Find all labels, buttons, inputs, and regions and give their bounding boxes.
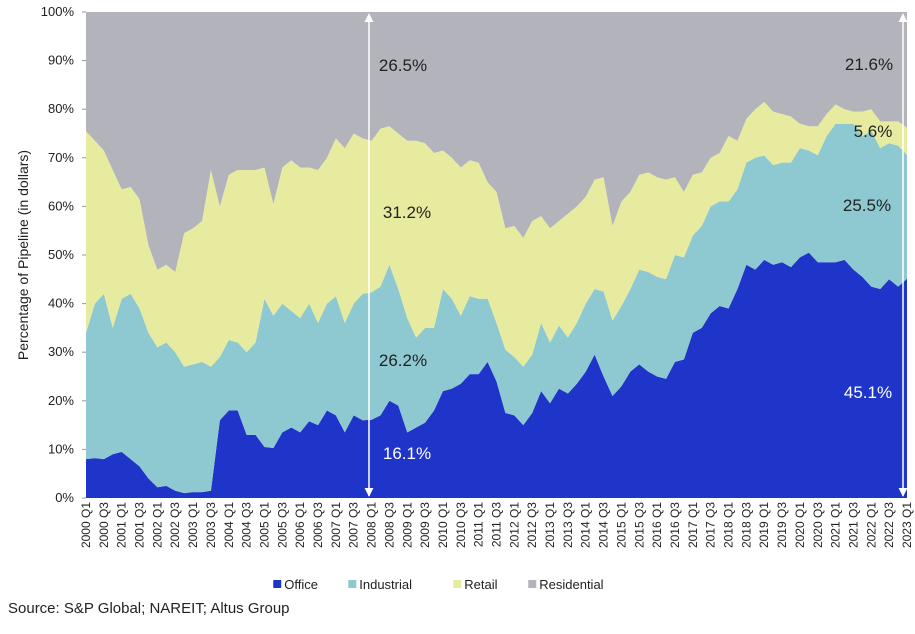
y-tick-label: 50% <box>48 247 74 262</box>
x-tick-label: 2008 Q3 <box>382 502 396 548</box>
x-tick-label: 2021 Q1 <box>829 502 843 548</box>
x-tick-label: 2003 Q3 <box>204 502 218 548</box>
x-tick-label: 2022 Q3 <box>882 502 896 548</box>
annotation: 26.5% <box>379 56 427 75</box>
legend-label: Retail <box>464 577 497 592</box>
legend-swatch <box>348 580 357 588</box>
x-tick-label: 2017 Q1 <box>686 502 700 548</box>
x-tick-label: 2000 Q1 <box>79 502 93 548</box>
area <box>86 123 907 494</box>
annotation: 26.2% <box>379 351 427 370</box>
x-tick-label: 2000 Q3 <box>97 502 111 548</box>
y-tick-label: 10% <box>48 441 74 456</box>
x-tick-label: 2010 Q3 <box>454 502 468 548</box>
source: Source: S&P Global; NAREIT; Altus Group <box>8 600 290 617</box>
y-tick-label: 60% <box>48 198 74 213</box>
x-tick-label: 2015 Q1 <box>614 502 628 548</box>
x-tick-label: 2009 Q3 <box>418 502 432 548</box>
x-tick-label: 2022 Q1 <box>864 502 878 548</box>
x-tick-label: 2009 Q1 <box>400 502 414 548</box>
annotation: 31.2% <box>383 203 431 222</box>
x-tick-label: 2003 Q1 <box>186 502 200 548</box>
x-tick-label: 2014 Q1 <box>579 502 593 548</box>
x-tick-label: 2017 Q3 <box>704 502 718 548</box>
area <box>86 101 907 367</box>
legend-swatch <box>273 580 282 588</box>
x-tick-label: 2019 Q1 <box>757 502 771 548</box>
x-tick-label: 2002 Q1 <box>150 502 164 548</box>
x-tick-label: 2018 Q1 <box>722 502 736 548</box>
x-tick-label: 2004 Q1 <box>222 502 236 548</box>
annotation: 16.1% <box>383 444 431 463</box>
y-tick-label: 70% <box>48 150 74 165</box>
annotation: 21.6% <box>845 55 893 74</box>
x-tick-label: 2004 Q3 <box>240 502 254 548</box>
x-tick-label: 2005 Q3 <box>275 502 289 548</box>
x-tick-label: 2012 Q3 <box>525 502 539 548</box>
y-axis-title: Percentage of Pipeline (in dollars) <box>15 150 31 360</box>
area <box>86 12 907 273</box>
annotation: 25.5% <box>843 196 891 215</box>
legend-label: Residential <box>539 577 603 592</box>
x-tick-label: 2014 Q3 <box>597 502 611 548</box>
legend-swatch <box>528 580 537 588</box>
x-tick-label: 2016 Q1 <box>650 502 664 548</box>
x-tick-label: 2023 Q1 <box>900 502 914 548</box>
x-tick-label: 2013 Q3 <box>561 502 575 548</box>
x-tick-label: 2006 Q3 <box>311 502 325 548</box>
y-tick-label: 100% <box>41 4 75 19</box>
x-tick-label: 2008 Q1 <box>365 502 379 548</box>
area <box>86 252 907 498</box>
x-tick-label: 2018 Q3 <box>739 502 753 548</box>
legend-label: Industrial <box>359 577 412 592</box>
x-tick-label: 2019 Q3 <box>775 502 789 548</box>
x-tick-label: 2012 Q1 <box>507 502 521 548</box>
y-tick-label: 30% <box>48 344 74 359</box>
legend-label: Office <box>284 577 318 592</box>
x-tick-label: 2011 Q3 <box>490 502 504 547</box>
x-tick-label: 2011 Q1 <box>472 502 486 547</box>
x-tick-label: 2005 Q1 <box>257 502 271 548</box>
x-tick-label: 2016 Q3 <box>668 502 682 548</box>
x-tick-label: 2006 Q1 <box>293 502 307 548</box>
y-tick-label: 40% <box>48 296 74 311</box>
x-tick-label: 2015 Q3 <box>632 502 646 548</box>
x-tick-label: 2020 Q3 <box>811 502 825 548</box>
x-tick-label: 2020 Q1 <box>793 502 807 548</box>
y-tick-label: 80% <box>48 101 74 116</box>
x-tick-label: 2021 Q3 <box>846 502 860 548</box>
annotation: 5.6% <box>854 122 893 141</box>
x-tick-label: 2007 Q1 <box>329 502 343 548</box>
y-tick-label: 90% <box>48 53 74 68</box>
x-tick-label: 2002 Q3 <box>168 502 182 548</box>
legend-swatch <box>453 580 462 588</box>
x-tick-label: 2001 Q1 <box>115 502 129 548</box>
x-tick-label: 2001 Q3 <box>133 502 147 548</box>
x-tick-label: 2013 Q1 <box>543 502 557 548</box>
x-tick-label: 2007 Q3 <box>347 502 361 548</box>
annotation: 45.1% <box>844 383 892 402</box>
y-tick-label: 20% <box>48 393 74 408</box>
y-tick-label: 0% <box>55 490 74 505</box>
x-tick-label: 2010 Q1 <box>436 502 450 548</box>
